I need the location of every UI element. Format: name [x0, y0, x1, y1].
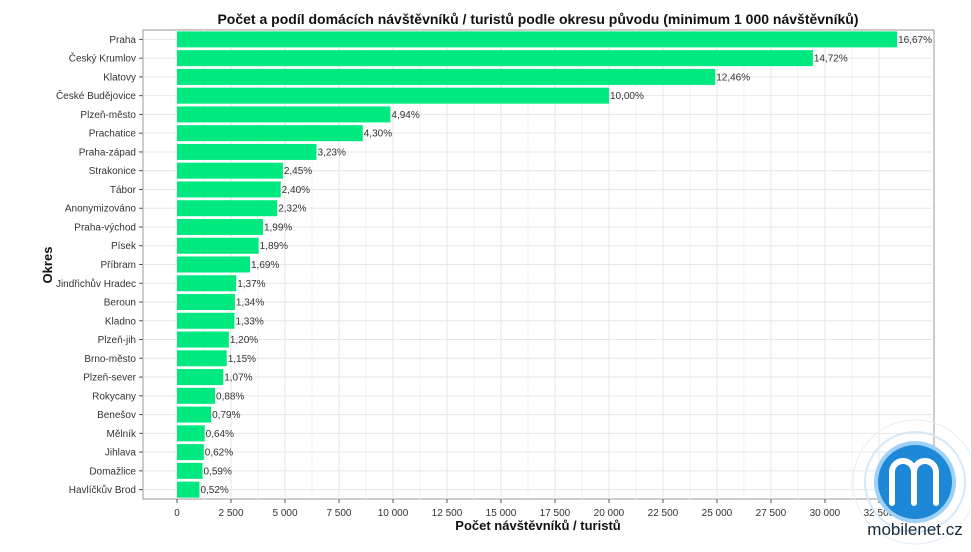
category-label: Rokycany [92, 391, 136, 402]
data-label: 2,40% [282, 185, 310, 196]
bar-Domažlice [177, 462, 203, 479]
bar-Plzeň-jih [177, 331, 229, 348]
data-label: 1,37% [237, 279, 265, 290]
y-axis-title: Okres [40, 247, 55, 284]
bar-Kladno [177, 312, 235, 329]
category-label: Praha-východ [74, 222, 136, 233]
bar-Český Krumlov [177, 50, 813, 67]
bar-Havlíčkův Brod [177, 481, 200, 498]
category-label: Strakonice [89, 166, 137, 177]
category-label: Anonymizováno [65, 204, 137, 215]
category-label: Praha-západ [79, 147, 136, 158]
category-label: Český Krumlov [69, 52, 136, 65]
bar-Plzeň-sever [177, 369, 224, 386]
x-tick-label: 30 000 [810, 508, 841, 519]
data-label: 1,99% [264, 222, 292, 233]
data-label: 1,69% [251, 260, 279, 271]
category-label: Kladno [105, 316, 137, 327]
chart-title: Počet a podíl domácích návštěvníků / tur… [217, 11, 858, 27]
bar-České Budějovice [177, 87, 609, 104]
bar-Jihlava [177, 444, 204, 461]
category-label: Benešov [97, 410, 136, 421]
category-label: Plzeň-jih [98, 335, 136, 346]
data-label: 1,20% [230, 335, 258, 346]
category-label: Havlíčkův Brod [69, 484, 136, 496]
data-label: 1,34% [236, 298, 264, 309]
category-label: Tábor [110, 185, 137, 196]
bar-Mělník [177, 425, 205, 442]
data-label: 0,62% [205, 448, 233, 459]
bar-Příbram [177, 256, 251, 273]
bar-Benešov [177, 406, 212, 423]
bar-Praha [177, 31, 898, 48]
category-label: Jihlava [105, 448, 137, 459]
bar-Klatovy [177, 68, 716, 85]
category-label: Klatovy [103, 72, 136, 83]
category-label: České Budějovice [56, 89, 136, 102]
bar-Anonymizováno [177, 200, 278, 217]
bar-Jindřichův Hradec [177, 275, 237, 292]
data-label: 16,67% [898, 35, 932, 46]
x-axis-title: Počet návštěvníků / turistů [455, 518, 620, 533]
category-label: Mělník [107, 429, 137, 440]
data-label: 1,89% [260, 241, 288, 252]
bar-Tábor [177, 181, 281, 198]
data-label: 12,46% [716, 72, 750, 83]
data-label: 4,94% [391, 110, 419, 121]
x-tick-label: 22 500 [648, 508, 679, 519]
data-label: 0,88% [216, 391, 244, 402]
category-label: Příbram [100, 260, 136, 271]
x-tick-label: 12 500 [432, 508, 463, 519]
mobilenet-logo: mobilenet.cz [852, 419, 971, 545]
data-label: 0,79% [212, 410, 240, 421]
category-label: Písek [111, 241, 137, 252]
category-label: Beroun [104, 298, 136, 309]
data-label: 4,30% [364, 129, 392, 140]
x-tick-label: 17 500 [540, 508, 571, 519]
data-label: 0,52% [200, 485, 228, 496]
data-label: 10,00% [610, 91, 644, 102]
x-tick-label: 25 000 [702, 508, 733, 519]
bar-Praha-západ [177, 143, 317, 160]
data-label: 3,23% [318, 147, 346, 158]
data-label: 0,64% [206, 429, 234, 440]
x-tick-label: 2 500 [218, 508, 243, 519]
data-label: 0,59% [204, 466, 232, 477]
bar-Prachatice [177, 125, 363, 142]
category-label: Domažlice [89, 466, 136, 477]
bar-Brno-město [177, 350, 227, 367]
bar-Beroun [177, 294, 235, 311]
x-tick-label: 0 [174, 508, 180, 519]
bar-Strakonice [177, 162, 283, 179]
bar-Písek [177, 237, 259, 254]
x-tick-label: 20 000 [594, 508, 625, 519]
category-label: Brno-město [84, 354, 136, 365]
data-label: 2,45% [284, 166, 312, 177]
watermark-text: mobilenet.cz [867, 520, 962, 539]
data-label: 2,32% [278, 204, 306, 215]
data-label: 1,07% [224, 373, 252, 384]
category-label: Praha [109, 35, 136, 46]
bar-Plzeň-město [177, 106, 391, 123]
x-tick-label: 15 000 [486, 508, 517, 519]
data-label: 14,72% [814, 54, 848, 65]
x-tick-label: 32 500 [864, 508, 895, 519]
x-tick-label: 27 500 [756, 508, 787, 519]
x-tick-label: 7 500 [326, 508, 351, 519]
category-label: Plzeň-sever [83, 373, 136, 384]
bar-Praha-východ [177, 218, 263, 235]
category-label: Jindřichův Hradec [56, 278, 136, 290]
x-tick-label: 10 000 [378, 508, 409, 519]
data-label: 1,33% [235, 316, 263, 327]
category-label: Plzeň-město [80, 110, 136, 121]
bar-Rokycany [177, 387, 216, 404]
category-label: Prachatice [89, 129, 137, 140]
x-tick-label: 5 000 [272, 508, 297, 519]
data-label: 1,15% [228, 354, 256, 365]
